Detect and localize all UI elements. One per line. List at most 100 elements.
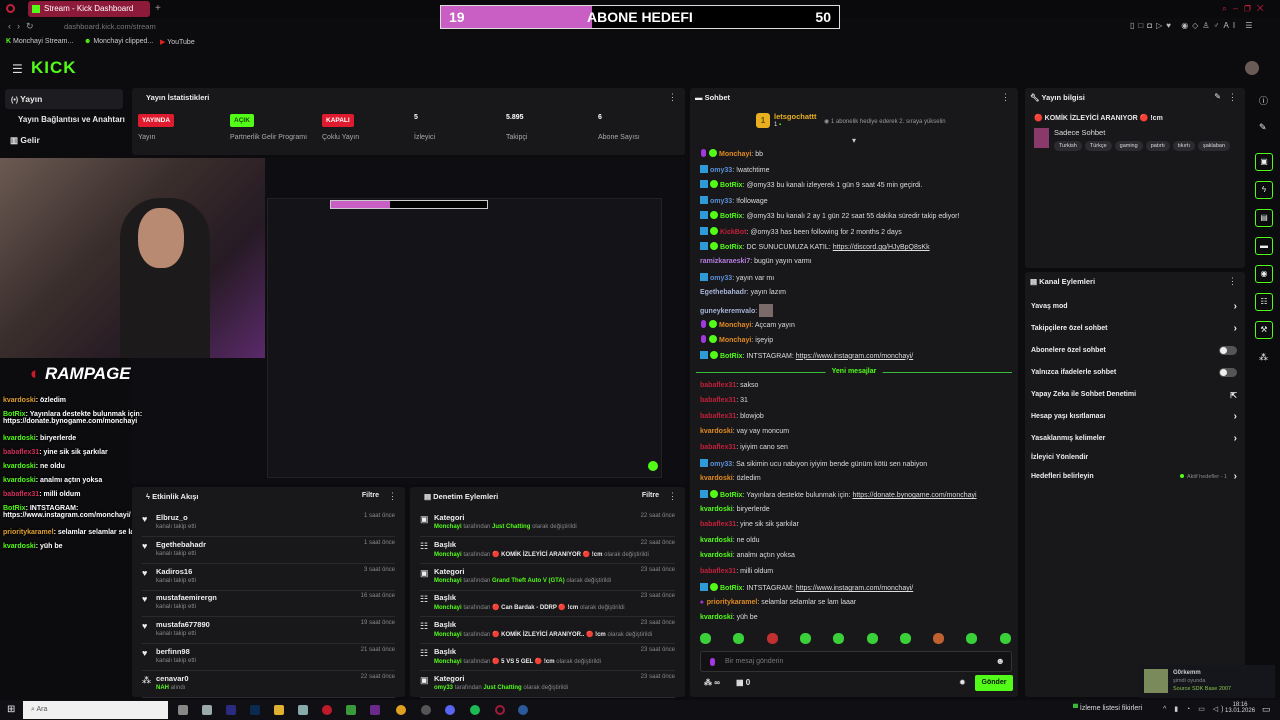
chat-username[interactable]: kvardoski — [700, 536, 733, 544]
chat-username[interactable]: Monchayi — [719, 337, 752, 344]
toggle-switch[interactable] — [1219, 346, 1237, 355]
chat-username[interactable]: babaflex31 — [700, 567, 737, 575]
event-user[interactable]: Kadiros16 — [156, 566, 193, 576]
browser-extension-icons[interactable]: ▯□◘▷♥ ◉◇♙♂AI ☰ — [1130, 21, 1257, 30]
premiere-pro-icon[interactable] — [370, 705, 380, 715]
channel-action-6[interactable]: Hesap yaşı kısıtlaması › — [1031, 411, 1237, 422]
user-avatar[interactable] — [1245, 61, 1259, 75]
channel-action-4[interactable]: Yalnızca ifadelerle sohbet — [1031, 368, 1237, 377]
event-user[interactable]: mustafa677890 — [156, 620, 210, 630]
chat-username[interactable]: BotRix — [720, 352, 743, 360]
app-icon[interactable] — [298, 705, 308, 715]
moderator-name[interactable]: Monchayi — [434, 659, 462, 665]
chat-username[interactable]: Monchayi — [719, 151, 752, 158]
system-tray-icons[interactable]: ^ ▮ ◔ ▭ ◁) — [1163, 706, 1227, 713]
news-widget[interactable]: ▀ İzleme listesi fikirleri — [1073, 705, 1143, 712]
chat-username[interactable]: kvardoski — [700, 552, 733, 559]
pencil-icon[interactable]: ✎ — [1259, 122, 1267, 132]
emote-icon[interactable] — [799, 633, 811, 644]
more-options-icon[interactable]: ⋮ — [1228, 92, 1237, 102]
spotify-icon[interactable] — [470, 705, 480, 715]
more-options-icon[interactable]: ⋮ — [668, 92, 677, 102]
rail-preview-icon[interactable]: ▣ — [1255, 153, 1273, 171]
chat-username[interactable]: babaflex31 — [700, 381, 737, 389]
filter-button[interactable]: Filtre — [641, 492, 659, 499]
chat-username[interactable]: kvardoski — [700, 474, 733, 482]
chat-username[interactable]: kvardoski — [700, 428, 733, 435]
channel-action-3[interactable]: Abonelere özel sohbet — [1031, 346, 1237, 355]
emote-icon[interactable] — [766, 633, 778, 644]
opera-gx-icon[interactable] — [495, 705, 505, 715]
moderator-name[interactable]: Monchayi — [434, 577, 462, 584]
photoshop-icon[interactable] — [250, 705, 260, 715]
chat-username[interactable]: omy33 — [710, 275, 733, 282]
moderator-name[interactable]: Monchayi — [434, 632, 462, 639]
sidebar-item-stream-key[interactable]: Yayın Bağlantısı ve Anahtarı — [18, 115, 125, 124]
menu-icon[interactable]: ☰ — [12, 62, 23, 76]
kick-logo[interactable]: KICK — [31, 58, 77, 77]
chat-username[interactable]: guneykeremvalo — [700, 308, 756, 315]
chat-username[interactable]: ramizkaraeski7 — [700, 257, 751, 265]
rail-clipboard-icon[interactable]: ▤ — [1255, 209, 1273, 227]
chat-username[interactable]: BotRix — [720, 244, 743, 251]
premiere-icon[interactable] — [226, 705, 236, 715]
bookmark-youtube[interactable]: ▶ YouTube — [160, 39, 195, 46]
obs-icon[interactable] — [421, 705, 431, 715]
chat-username[interactable]: omy33 — [710, 461, 733, 468]
info-icon[interactable]: ⓘ — [1259, 96, 1269, 106]
event-user[interactable]: cenavar0 — [156, 673, 189, 683]
address-bar[interactable]: ‹›↻ dashboard.kick.com/stream ▯□◘▷♥ ◉◇♙♂… — [0, 18, 1280, 36]
event-user[interactable]: Egethebahadr — [156, 539, 207, 549]
chat-username[interactable]: BotRix — [720, 213, 743, 220]
rail-broadcast-icon[interactable]: ◉ — [1255, 265, 1273, 283]
chat-link[interactable]: https://donate.bynogame.com/monchayi — [852, 492, 977, 499]
rail-chat-icon[interactable]: ▬ — [1255, 237, 1273, 255]
windows-start-icon[interactable]: ⊞ — [7, 704, 16, 715]
more-options-icon[interactable]: ⋮ — [1001, 92, 1010, 102]
tag-chip[interactable]: tıkırtı — [1172, 141, 1195, 151]
sidebar-item-yayin[interactable]: (•) Yayın — [5, 89, 123, 109]
chat-link[interactable]: https://discord.gg/HJyBpQ8sKk — [832, 244, 930, 251]
steam-notification[interactable]: G0rkemm şimdi oyunda Source SDK Base 200… — [1140, 665, 1275, 698]
file-explorer-icon[interactable] — [274, 705, 284, 715]
pin-icon[interactable]: ▾ — [852, 136, 857, 145]
bookmark-1[interactable]: K Monchayi Stream... — [6, 38, 74, 45]
points-icon[interactable]: ⁂ — [1259, 352, 1268, 362]
nav-buttons[interactable]: ‹›↻ — [8, 21, 40, 31]
chat-settings-icon[interactable]: ✹ — [959, 678, 966, 687]
emote-bar[interactable] — [700, 633, 1011, 645]
window-controls[interactable]: ⌕–❐✕ — [1222, 3, 1270, 13]
moderator-name[interactable]: Monchayi — [434, 524, 462, 530]
tag-chip[interactable]: şaklaban — [1197, 141, 1231, 151]
more-options-icon[interactable]: ⋮ — [668, 491, 677, 501]
opera-logo-icon[interactable] — [6, 4, 15, 13]
emote-icon[interactable] — [700, 633, 711, 644]
toggle-switch[interactable] — [1219, 368, 1237, 377]
channel-action-8[interactable]: İzleyici Yönlendir — [1031, 454, 1237, 461]
discord-icon[interactable] — [445, 705, 455, 715]
channel-points[interactable]: ⁂ ∞ — [704, 678, 720, 687]
chat-username[interactable]: babaflex31 — [700, 397, 737, 404]
url-text[interactable]: dashboard.kick.com/stream — [64, 22, 156, 31]
channel-action-5[interactable]: Yapay Zeka ile Sohbet Denetimi ⇱ — [1031, 391, 1237, 400]
task-view-icon[interactable] — [178, 705, 188, 715]
more-options-icon[interactable]: ⋮ — [1228, 276, 1237, 286]
emote-icon[interactable] — [966, 633, 978, 644]
chat-username[interactable]: omy33 — [710, 166, 733, 174]
chat-username[interactable]: Monchayi — [719, 321, 752, 329]
chat-username[interactable]: BotRix — [720, 492, 743, 499]
chat-input[interactable]: Bir mesaj gönderin ☻ — [700, 651, 1012, 672]
edit-icon[interactable]: ✎ — [1214, 92, 1221, 101]
clock[interactable]: 18:16 13.01.2026 — [1225, 702, 1255, 714]
chat-username[interactable]: babaflex31 — [700, 521, 737, 528]
emote-icon[interactable] — [866, 633, 878, 644]
tag-chip[interactable]: Türkçe — [1084, 141, 1112, 151]
browser-tab[interactable]: Stream - Kick Dashboard — [28, 1, 150, 17]
event-user[interactable]: Elbruz_o — [156, 513, 188, 522]
tag-chip[interactable]: patırtı — [1145, 141, 1170, 151]
event-user[interactable]: berfinn98 — [156, 647, 190, 656]
bookmark-2[interactable]: ☻ Monchayi clipped... — [84, 38, 154, 45]
event-user[interactable]: mustafaemirergn — [156, 593, 217, 603]
emote-icon[interactable] — [833, 633, 845, 644]
mic-icon[interactable] — [710, 658, 715, 666]
